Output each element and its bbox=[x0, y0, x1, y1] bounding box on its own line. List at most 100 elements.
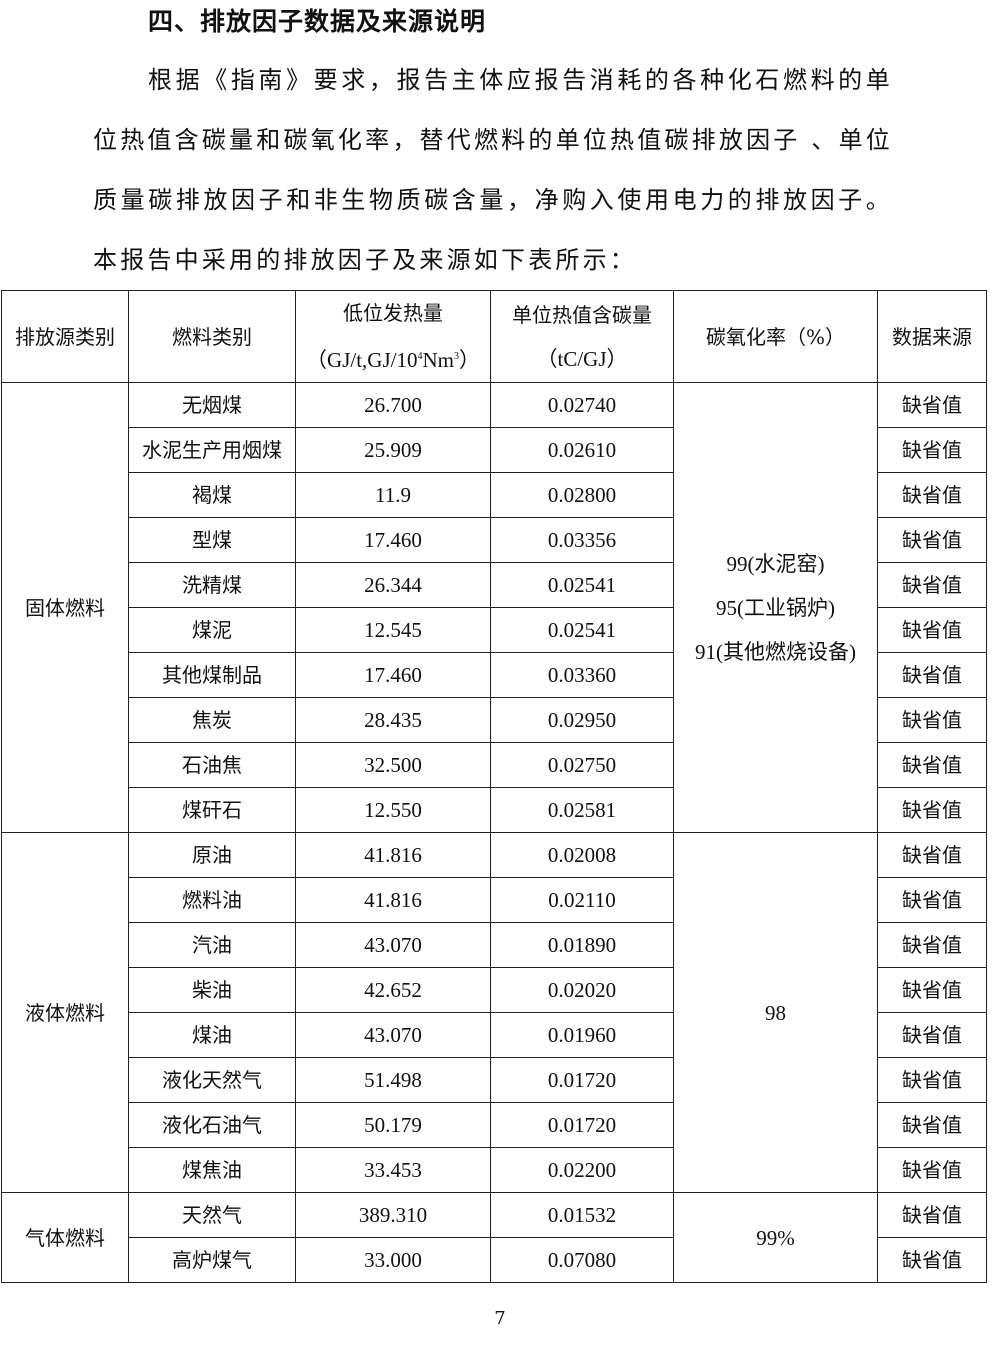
carbon-content-cell: 0.07080 bbox=[490, 1237, 674, 1283]
table-header-row: 排放源类别 燃料类别 低位发热量 （GJ/t,GJ/104Nm3） 单位热值含碳… bbox=[1, 290, 987, 383]
ncv-cell: 28.435 bbox=[295, 697, 491, 743]
oxidation-rate-cell: 99% bbox=[673, 1192, 878, 1283]
oxidation-rate-cell: 98 bbox=[673, 832, 878, 1193]
table-row: 固体燃料 无烟煤 26.700 0.02740 99(水泥窑) 95(工业锅炉) 91(其他… bbox=[1, 382, 987, 833]
oxidation-rate-line: 95(工业锅炉) bbox=[716, 595, 835, 620]
oxidation-rate-cell: 99(水泥窑) 95(工业锅炉) 91(其他燃烧设备) bbox=[673, 382, 878, 833]
table-row: 高炉煤气 33.000 0.07080 缺省值 bbox=[2, 1237, 987, 1283]
table-row: 液化天然气 51.498 0.01720 缺省值 bbox=[2, 1057, 987, 1103]
carbon-content-cell: 0.02541 bbox=[490, 562, 674, 608]
carbon-content-cell: 0.02750 bbox=[490, 742, 674, 788]
ncv-cell: 41.816 bbox=[295, 832, 491, 878]
ncv-cell: 42.652 bbox=[295, 967, 491, 1013]
ncv-cell: 33.453 bbox=[295, 1147, 491, 1193]
carbon-content-cell: 0.02200 bbox=[490, 1147, 674, 1193]
table-row: 煤焦油 33.453 0.02200 缺省值 bbox=[2, 1147, 987, 1193]
ncv-cell: 12.550 bbox=[295, 787, 491, 833]
data-source-cell: 缺省值 bbox=[877, 1057, 987, 1103]
header-data-source: 数据来源 bbox=[877, 290, 987, 383]
ncv-cell: 32.500 bbox=[295, 742, 491, 788]
data-source-cell: 缺省值 bbox=[877, 1237, 987, 1283]
carbon-content-cell: 0.02020 bbox=[490, 967, 674, 1013]
data-source-cell: 缺省值 bbox=[877, 967, 987, 1013]
oxidation-rate-line: 98 bbox=[765, 1000, 786, 1025]
table-row: 水泥生产用烟煤 25.909 0.02610 缺省值 bbox=[2, 427, 987, 473]
fuel-type-cell: 煤矸石 bbox=[128, 787, 296, 833]
carbon-content-cell: 0.02740 bbox=[490, 382, 674, 428]
fuel-type-cell: 型煤 bbox=[128, 517, 296, 563]
fuel-type-cell: 煤油 bbox=[128, 1012, 296, 1058]
ncv-cell: 41.816 bbox=[295, 877, 491, 923]
source-category-cell: 液体燃料 bbox=[1, 832, 129, 1193]
table-row: 汽油 43.070 0.01890 缺省值 bbox=[2, 922, 987, 968]
source-category-cell: 气体燃料 bbox=[1, 1192, 129, 1283]
table-row: 煤泥 12.545 0.02541 缺省值 bbox=[2, 607, 987, 653]
header-source-category: 排放源类别 bbox=[1, 290, 129, 383]
data-source-cell: 缺省值 bbox=[877, 607, 987, 653]
carbon-content-cell: 0.01720 bbox=[490, 1057, 674, 1103]
carbon-content-cell: 0.02610 bbox=[490, 427, 674, 473]
carbon-content-cell: 0.02950 bbox=[490, 697, 674, 743]
header-oxidation-rate: 碳氧化率（%） bbox=[673, 290, 878, 383]
ncv-cell: 389.310 bbox=[295, 1192, 491, 1238]
fuel-type-cell: 褐煤 bbox=[128, 472, 296, 518]
data-source-cell: 缺省值 bbox=[877, 1102, 987, 1148]
table-row: 焦炭 28.435 0.02950 缺省值 bbox=[2, 697, 987, 743]
ncv-cell: 26.700 bbox=[295, 382, 491, 428]
oxidation-rate-line: 91(其他燃烧设备) bbox=[695, 639, 856, 664]
ncv-cell: 25.909 bbox=[295, 427, 491, 473]
data-source-cell: 缺省值 bbox=[877, 1147, 987, 1193]
table-row: 褐煤 11.9 0.02800 缺省值 bbox=[2, 472, 987, 518]
ncv-cell: 17.460 bbox=[295, 652, 491, 698]
table-row: 型煤 17.460 0.03356 缺省值 bbox=[2, 517, 987, 563]
carbon-content-cell: 0.02800 bbox=[490, 472, 674, 518]
header-ncv-unit: （GJ/t,GJ/104Nm3） bbox=[306, 348, 480, 372]
data-source-cell: 缺省值 bbox=[877, 922, 987, 968]
header-fuel-type: 燃料类别 bbox=[128, 290, 296, 383]
ncv-cell: 33.000 bbox=[295, 1237, 491, 1283]
fuel-type-cell: 原油 bbox=[128, 832, 296, 878]
fuel-type-cell: 煤泥 bbox=[128, 607, 296, 653]
data-source-cell: 缺省值 bbox=[877, 832, 987, 878]
data-source-cell: 缺省值 bbox=[877, 652, 987, 698]
fuel-type-cell: 天然气 bbox=[128, 1192, 296, 1238]
header-carbon-content: 单位热值含碳量 （tC/GJ） bbox=[490, 290, 674, 383]
fuel-type-cell: 燃料油 bbox=[128, 877, 296, 923]
fuel-type-cell: 液化天然气 bbox=[128, 1057, 296, 1103]
carbon-content-cell: 0.02581 bbox=[490, 787, 674, 833]
data-source-cell: 缺省值 bbox=[877, 472, 987, 518]
table-row: 洗精煤 26.344 0.02541 缺省值 bbox=[2, 562, 987, 608]
table-row: 气体燃料 天然气 389.310 0.01532 99% 缺省值 bbox=[1, 1192, 987, 1283]
data-source-cell: 缺省值 bbox=[877, 1012, 987, 1058]
oxidation-rate-line: 99% bbox=[756, 1225, 795, 1250]
ncv-cell: 12.545 bbox=[295, 607, 491, 653]
header-carbon-label: 单位热值含碳量 bbox=[512, 302, 652, 327]
fuel-type-cell: 煤焦油 bbox=[128, 1147, 296, 1193]
carbon-content-cell: 0.02110 bbox=[490, 877, 674, 923]
table-row: 石油焦 32.500 0.02750 缺省值 bbox=[2, 742, 987, 788]
ncv-cell: 17.460 bbox=[295, 517, 491, 563]
data-source-cell: 缺省值 bbox=[877, 787, 987, 833]
data-source-cell: 缺省值 bbox=[877, 1192, 987, 1238]
fuel-type-cell: 汽油 bbox=[128, 922, 296, 968]
carbon-content-cell: 0.01960 bbox=[490, 1012, 674, 1058]
page-number: 7 bbox=[494, 1308, 506, 1329]
fuel-type-cell: 高炉煤气 bbox=[128, 1237, 296, 1283]
carbon-content-cell: 0.01890 bbox=[490, 922, 674, 968]
data-source-cell: 缺省值 bbox=[877, 517, 987, 563]
data-source-cell: 缺省值 bbox=[877, 427, 987, 473]
intro-paragraph: 根据《指南》要求，报告主体应报告消耗的各种化石燃料的单位热值含碳量和碳氧化率，替… bbox=[93, 66, 893, 274]
fuel-type-cell: 柴油 bbox=[128, 967, 296, 1013]
emission-factor-table: 排放源类别 燃料类别 低位发热量 （GJ/t,GJ/104Nm3） 单位热值含碳… bbox=[1, 290, 987, 1283]
data-source-cell: 缺省值 bbox=[877, 742, 987, 788]
ncv-cell: 26.344 bbox=[295, 562, 491, 608]
table-row: 液体燃料 原油 41.816 0.02008 98 缺省值 bbox=[1, 832, 987, 1193]
carbon-content-cell: 0.02008 bbox=[490, 832, 674, 878]
data-source-cell: 缺省值 bbox=[877, 382, 987, 428]
table-row: 煤油 43.070 0.01960 缺省值 bbox=[2, 1012, 987, 1058]
header-ncv: 低位发热量 （GJ/t,GJ/104Nm3） bbox=[295, 290, 491, 383]
fuel-type-cell: 洗精煤 bbox=[128, 562, 296, 608]
fuel-type-cell: 其他煤制品 bbox=[128, 652, 296, 698]
table-row: 柴油 42.652 0.02020 缺省值 bbox=[2, 967, 987, 1013]
carbon-content-cell: 0.02541 bbox=[490, 607, 674, 653]
